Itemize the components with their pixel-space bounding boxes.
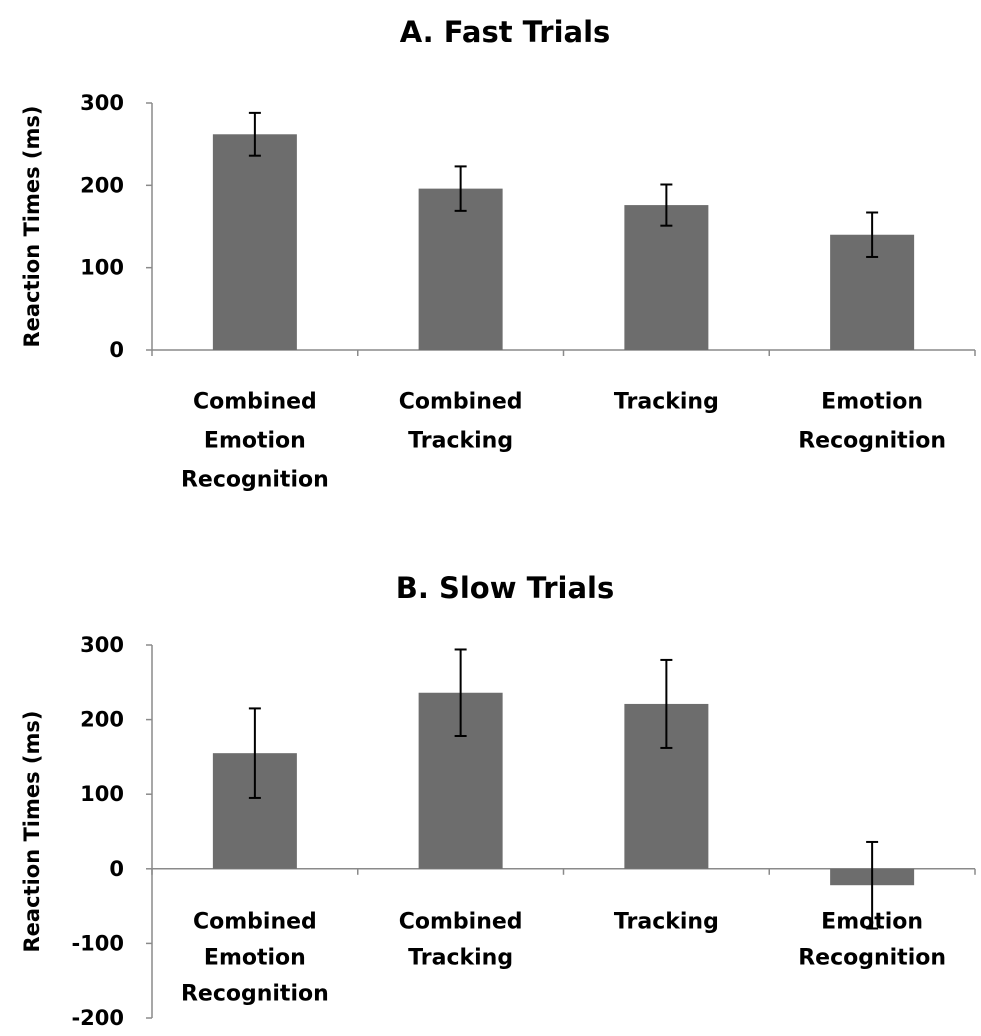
chart-title: A. Fast Trials [400,15,611,49]
chart-title: B. Slow Trials [396,571,614,605]
category-label: Tracking [408,429,513,454]
category-label: Combined [193,390,317,415]
category-label: Combined [399,910,523,935]
y-tick-label: 100 [80,782,124,806]
y-tick-label: 300 [80,633,124,657]
category-label: Recognition [181,468,329,493]
y-tick-label: 0 [109,338,124,362]
y-tick-label: 200 [80,708,124,732]
y-axis-label: Reaction Times (ms) [20,711,44,953]
category-label: Emotion [821,910,923,935]
y-axis-label: Reaction Times (ms) [20,106,44,348]
bar [212,134,297,350]
bar [418,188,503,350]
category-label: Tracking [408,946,513,971]
category-label: Tracking [614,910,719,935]
category-label: Emotion [204,429,306,454]
category-label: Recognition [181,982,329,1007]
category-label: Recognition [798,429,946,454]
category-label: Recognition [798,946,946,971]
category-label: Emotion [204,946,306,971]
chart-slow-trials: B. Slow Trials Reaction Times (ms) -200 -… [20,571,976,1030]
category-label: Combined [399,390,523,415]
category-label: Emotion [821,390,923,415]
y-tick-label: -200 [71,1006,124,1030]
y-tick-label: 0 [109,857,124,881]
y-tick-label: 300 [80,91,124,115]
category-label: Tracking [614,390,719,415]
category-label: Combined [193,910,317,935]
y-tick-label: -100 [71,931,124,955]
bar [624,205,709,350]
chart-fast-trials: A. Fast Trials Reaction Times (ms) 0 100 2… [20,15,976,493]
y-tick-label: 200 [80,173,124,197]
y-tick-label: 100 [80,256,124,280]
